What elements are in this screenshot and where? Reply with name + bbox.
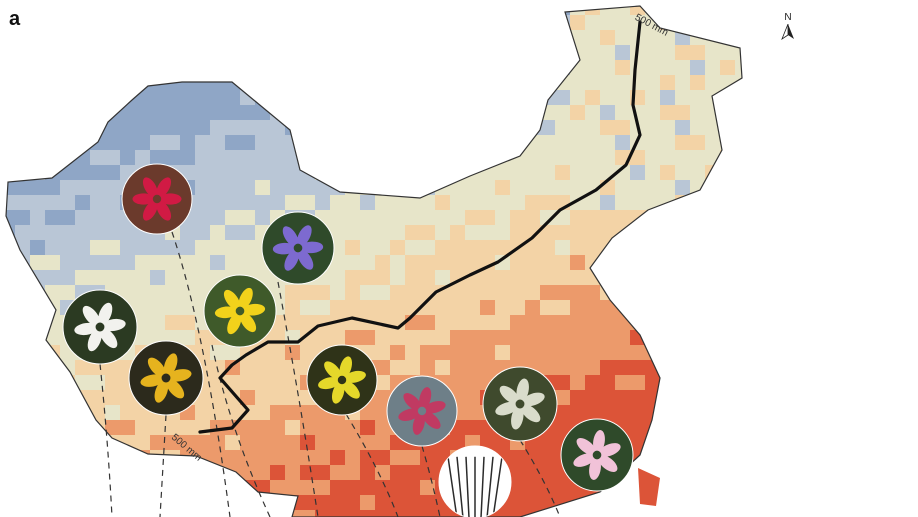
flower-photo-purple-geranium bbox=[262, 212, 334, 284]
flower-photo-pink-tassel-frame bbox=[386, 375, 458, 447]
flower-photo-yellow-pea bbox=[204, 275, 276, 347]
panel-label: a bbox=[9, 8, 21, 30]
flower-photo-yellow-pea-frame bbox=[203, 274, 277, 348]
flower-photo-red-pea-frame bbox=[121, 163, 193, 235]
flower-photo-white-umbel-frame bbox=[62, 289, 138, 365]
north-arrow-icon bbox=[781, 23, 794, 41]
flower-photo-pink-magnolia bbox=[561, 419, 633, 491]
flower-photos bbox=[62, 163, 634, 517]
flower-photo-grass-spike bbox=[439, 446, 511, 517]
flower-photo-white-buds bbox=[483, 367, 557, 441]
isohyet-500mm-line bbox=[198, 20, 642, 434]
north-letter: N bbox=[784, 12, 792, 23]
flower-photo-yellow-rudbeckia bbox=[129, 341, 203, 415]
leader-lines bbox=[99, 231, 561, 517]
flower-photo-yellow-star bbox=[307, 345, 377, 415]
flower-photo-red-pea bbox=[122, 164, 192, 234]
flower-photo-pink-tassel bbox=[387, 376, 457, 446]
flower-photo-yellow-rudbeckia-frame bbox=[128, 340, 204, 416]
flower-photo-purple-geranium-frame bbox=[261, 211, 335, 285]
flower-photo-white-umbel bbox=[63, 290, 137, 364]
flower-photo-white-buds-frame bbox=[482, 366, 558, 442]
flower-photo-pink-magnolia-frame bbox=[560, 418, 634, 492]
flower-photo-grass-spike-frame bbox=[438, 445, 512, 517]
flower-photo-yellow-star-frame bbox=[306, 344, 378, 416]
north-arrow: N bbox=[778, 12, 798, 52]
